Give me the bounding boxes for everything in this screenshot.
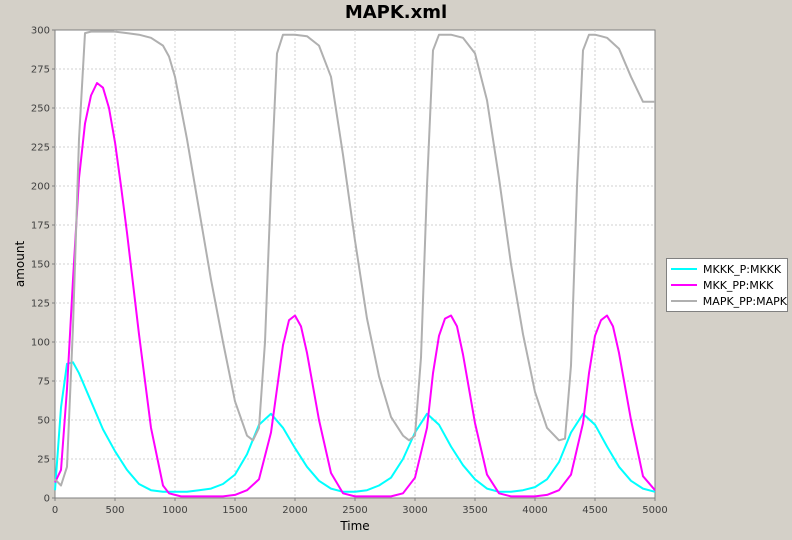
y-tick-label: 300 [31,26,50,37]
legend-item: MKKK_P:MKKK [667,261,787,277]
legend-label: MKK_PP:MKK [703,278,774,292]
x-tick-label: 4500 [582,505,607,516]
legend-swatch [671,268,697,270]
x-tick-label: 1500 [222,505,247,516]
x-tick-label: 2500 [342,505,367,516]
series-layer [54,30,656,498]
legend: MKKK_P:MKKK MKK_PP:MKK MAPK_PP:MAPK [666,258,788,312]
legend-swatch [671,300,697,302]
x-axis: 0 500 1000 1500 2000 2500 3000 3500 4000 4500 5000 [52,498,668,516]
y-axis-label: amount [13,241,27,288]
chart-title: MAPK.xml [344,2,448,23]
series-line-3 [54,30,655,487]
legend-item: MAPK_PP:MAPK [667,293,787,309]
y-tick-label: 150 [31,260,50,271]
y-tick-label: 25 [37,455,50,466]
x-tick-label: 1000 [162,505,187,516]
y-tick-label: 175 [31,221,50,232]
x-tick-label: 3000 [402,505,427,516]
y-tick-label: 75 [37,377,50,388]
y-tick-label: 250 [31,104,50,115]
y-tick-label: 125 [31,299,50,310]
grid-lines [55,30,655,498]
y-tick-label: 225 [31,143,50,154]
x-tick-label: 500 [105,505,124,516]
y-axis: 0 25 50 75 100 125 150 175 200 225 250 275 300 [31,26,55,505]
legend-label: MKKK_P:MKKK [703,262,782,276]
x-tick-label: 5000 [642,505,667,516]
x-tick-label: 4000 [522,505,547,516]
y-tick-label: 100 [31,338,50,349]
y-tick-label: 50 [37,416,50,427]
legend-label: MAPK_PP:MAPK [702,294,787,308]
x-tick-label: 0 [52,505,58,516]
series-line-2 [54,82,656,498]
y-tick-label: 200 [31,182,50,193]
y-tick-label: 0 [44,494,50,505]
x-tick-label: 2000 [282,505,307,516]
legend-item: MKK_PP:MKK [667,277,787,293]
legend-swatch [671,284,697,286]
x-tick-label: 3500 [462,505,487,516]
y-tick-label: 275 [31,65,50,76]
x-axis-label: Time [339,519,369,533]
